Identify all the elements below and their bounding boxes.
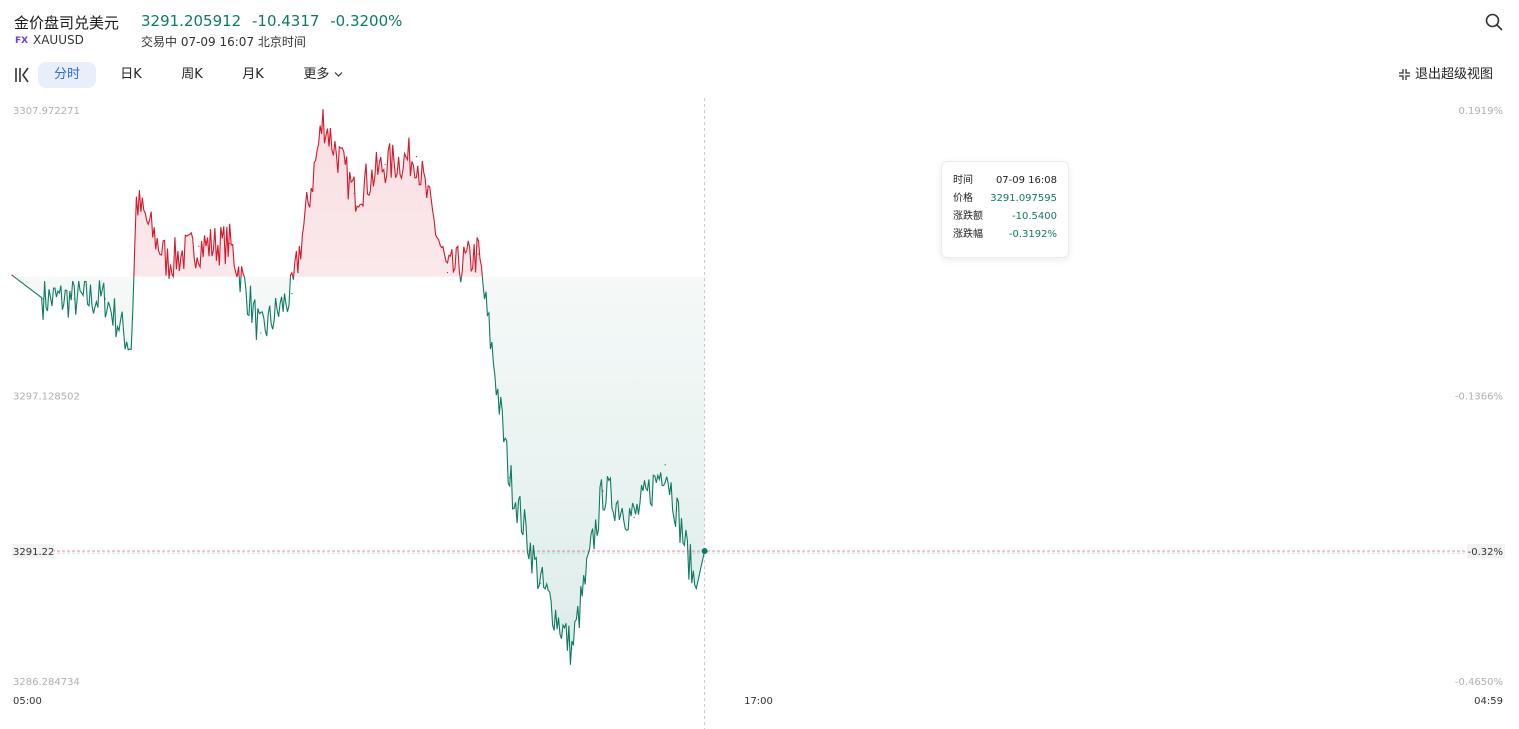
intraday-chart[interactable]: 3307.972271 3297.128502 3286.284734 0.1919%… — [0, 95, 1519, 729]
change-value: -10.4317 — [251, 12, 320, 30]
last-price-dot — [701, 548, 708, 555]
data-point — [42, 298, 44, 300]
tab-monthly-k[interactable]: 月K — [242, 67, 264, 82]
search-icon — [1485, 13, 1503, 31]
data-point — [695, 587, 697, 590]
exit-super-view-button[interactable]: 退出超级视图 — [1398, 64, 1493, 86]
y-tick-label-right: -0.1366% — [1455, 392, 1503, 403]
y-tick-label-left: 3286.284734 — [13, 677, 80, 688]
x-tick-label: 04:59 — [1474, 696, 1503, 707]
y-tick-label-left: 3307.972271 — [13, 106, 80, 117]
data-point — [602, 490, 604, 492]
price-value: 3291.205912 — [141, 12, 242, 30]
tooltip-key: 时间 — [953, 175, 973, 186]
area-fill-down — [14, 276, 705, 665]
tooltip-value: 07-09 16:08 — [995, 175, 1057, 186]
tooltip-value: -0.3192% — [1008, 229, 1057, 240]
current-label-bg-left — [12, 544, 54, 559]
data-point — [477, 253, 480, 255]
tooltip-key: 价格 — [953, 193, 973, 204]
symbol-label: XAUUSD — [33, 33, 84, 47]
data-point — [633, 516, 635, 518]
data-point — [322, 119, 324, 121]
data-point — [198, 245, 200, 247]
current-label-bg-right — [1467, 544, 1505, 559]
data-point — [11, 274, 13, 276]
tooltip-row: 涨跌额 -10.5400 — [953, 209, 1057, 225]
data-point — [446, 271, 449, 274]
data-point — [135, 200, 138, 203]
data-point — [664, 464, 666, 466]
price-line-down — [13, 276, 706, 665]
chart-toolbar: 分时 日K 周K 月K 更多 退出超级视图 — [0, 60, 1519, 92]
y-tick-label-right: -0.4650% — [1455, 677, 1503, 688]
tooltip-row: 时间 07-09 16:08 — [953, 173, 1057, 189]
current-pct-label-right: -0.32% — [1468, 547, 1503, 558]
tooltip-row: 价格 3291.097595 — [953, 191, 1057, 207]
data-point — [415, 156, 417, 158]
x-tick-label: 05:00 — [13, 696, 42, 707]
tab-more[interactable]: 更多 — [296, 62, 350, 88]
price-line-up — [11, 109, 483, 277]
x-tick-label: 17:00 — [744, 696, 773, 707]
page-title: 金价盘司兑美元 — [14, 14, 120, 32]
area-fill-up — [12, 109, 705, 277]
exit-fullscreen-icon — [1398, 69, 1410, 80]
tooltip-value: 3291.097595 — [990, 193, 1057, 204]
tab-more-label: 更多 — [303, 67, 330, 82]
tooltip-key: 涨跌幅 — [953, 229, 983, 240]
data-point — [353, 192, 355, 195]
current-price-label-left: 3291.22 — [13, 547, 54, 558]
data-point — [229, 242, 231, 245]
data-point — [540, 582, 542, 584]
data-point — [291, 292, 293, 295]
tab-weekly-k[interactable]: 周K — [181, 67, 203, 82]
data-point — [73, 298, 75, 300]
data-point — [260, 332, 262, 334]
data-point — [384, 163, 386, 166]
crosshair-tooltip: 时间 07-09 16:08 价格 3291.097595 涨跌额 -10.54… — [941, 161, 1069, 258]
tooltip-key: 涨跌额 — [953, 211, 983, 222]
change-pct-value: -0.3200% — [330, 12, 403, 30]
tooltip-row: 涨跌幅 -0.3192% — [953, 227, 1057, 243]
tooltip-value: -10.5400 — [1012, 211, 1057, 222]
tab-daily-k[interactable]: 日K — [120, 67, 142, 82]
data-point — [571, 648, 573, 650]
data-point — [509, 477, 511, 479]
collapse-icon — [15, 67, 29, 83]
trading-status: 交易中 07-09 16:07 北京时间 — [141, 35, 306, 49]
quote-line: 3291.205912 -10.4317 -0.3200% — [141, 12, 408, 30]
data-point — [166, 261, 169, 263]
data-point — [130, 345, 132, 347]
collapse-panel-button[interactable] — [14, 66, 30, 84]
tab-intraday[interactable]: 分时 — [38, 62, 96, 88]
chevron-down-icon — [334, 72, 343, 77]
search-button[interactable] — [1485, 13, 1503, 31]
y-tick-label-right: 0.1919% — [1459, 106, 1504, 117]
exit-super-view-label: 退出超级视图 — [1414, 67, 1493, 82]
fx-badge: FX — [15, 36, 29, 46]
data-point — [104, 298, 106, 300]
y-tick-label-left: 3297.128502 — [13, 392, 80, 403]
